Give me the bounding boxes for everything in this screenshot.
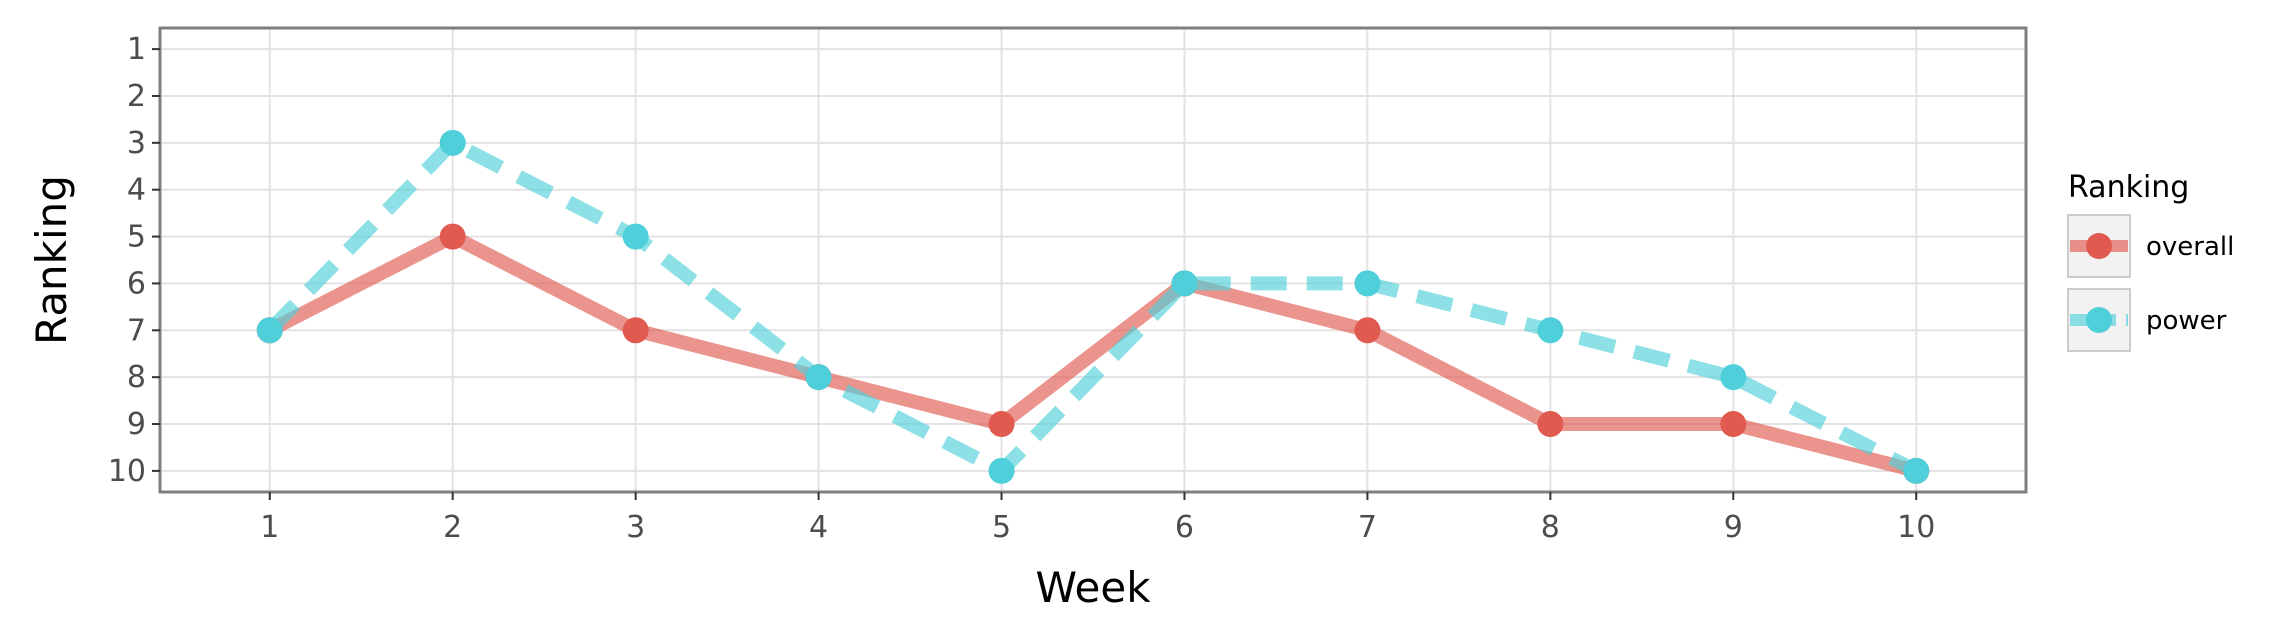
data-point-overall (1720, 411, 1747, 438)
data-point-power (439, 129, 466, 156)
x-tick-label: 1 (260, 510, 279, 545)
data-point-overall (622, 317, 649, 344)
series-line-power (264, 135, 1920, 478)
data-point-power (1903, 457, 1930, 484)
legend-items: overall power (2067, 214, 2234, 352)
y-tick-label: 9 (127, 407, 146, 442)
plot-background (160, 28, 2026, 492)
data-point-power (1720, 364, 1747, 391)
legend-title: Ranking (2068, 170, 2189, 205)
data-point-overall (988, 411, 1015, 438)
legend-key-point (2086, 307, 2112, 333)
series-layer (256, 129, 1930, 484)
y-tick-label: 1 (127, 32, 146, 67)
plot-border (158, 26, 2028, 494)
x-axis-ticks: 1 2 3 4 5 6 7 8 9 10 (260, 492, 1935, 545)
series-overall (266, 229, 1918, 478)
x-tick-label: 5 (992, 510, 1011, 545)
x-tick-label: 6 (1175, 510, 1194, 545)
x-tick-label: 2 (443, 510, 462, 545)
x-tick-label: 8 (1541, 510, 1560, 545)
y-tick-label: 4 (127, 173, 146, 208)
y-tick-label: 5 (127, 220, 146, 255)
series-points-power (256, 129, 1930, 484)
series-line-overall (266, 229, 1918, 478)
y-tick-label: 8 (127, 360, 146, 395)
data-point-power (622, 223, 649, 250)
legend-item-overall: overall (2067, 214, 2234, 278)
y-tick-label: 2 (127, 79, 146, 114)
series-power (264, 135, 1920, 478)
legend-item-power: power (2067, 288, 2227, 352)
data-point-power (805, 364, 832, 391)
x-tick-label: 9 (1724, 510, 1743, 545)
x-tick-label: 3 (626, 510, 645, 545)
x-axis-title: Week (1035, 563, 1151, 612)
data-point-power (1354, 270, 1381, 297)
y-tick-label: 10 (108, 454, 146, 489)
y-tick-label: 3 (127, 126, 146, 161)
legend-key-point (2086, 233, 2112, 259)
data-point-overall (1354, 317, 1381, 344)
x-tick-label: 4 (809, 510, 828, 545)
data-point-power (256, 317, 283, 344)
data-point-power (1171, 270, 1198, 297)
legend-label: power (2146, 306, 2227, 336)
y-axis-ticks: 1 2 3 4 5 6 7 8 9 10 (108, 32, 160, 489)
y-tick-label: 7 (127, 313, 146, 348)
legend: Ranking overall power (2067, 170, 2234, 352)
data-point-power (1537, 317, 1564, 344)
y-axis-title: Ranking (27, 175, 76, 345)
legend-label: overall (2146, 232, 2234, 262)
data-point-power (988, 457, 1015, 484)
x-tick-label: 7 (1358, 510, 1377, 545)
y-tick-label: 6 (127, 266, 146, 301)
data-point-overall (439, 223, 466, 250)
data-point-overall (1537, 411, 1564, 438)
x-tick-label: 10 (1897, 510, 1935, 545)
